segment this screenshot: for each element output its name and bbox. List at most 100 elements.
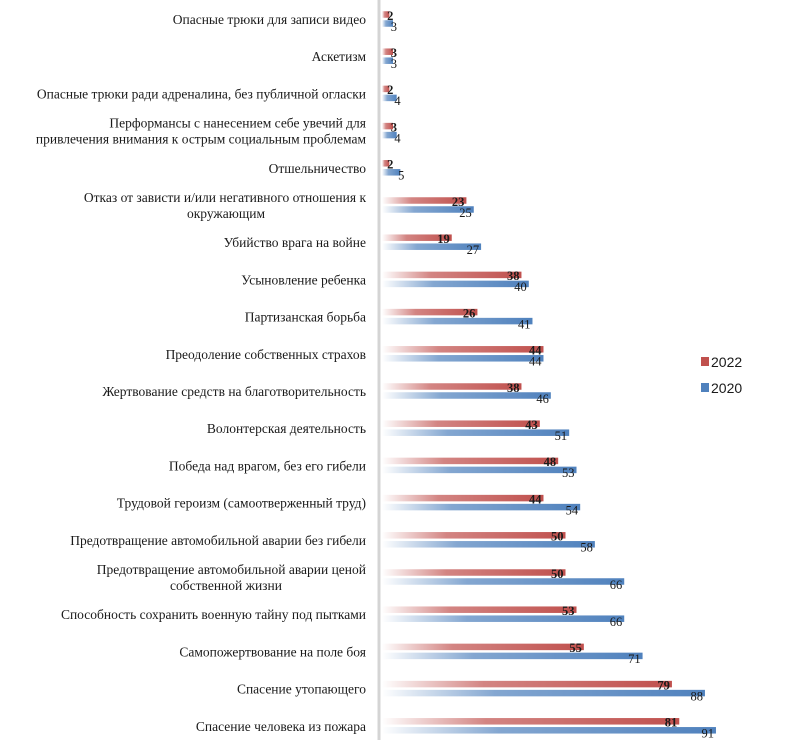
value-label-2022: 26 (463, 306, 476, 320)
bar-2020 (382, 280, 529, 288)
bar-2020 (382, 652, 643, 660)
category-label: Предотвращение автомобильной аварии без … (70, 533, 366, 548)
bar-2020 (382, 503, 581, 511)
category-label: Отказ от зависти и/или негативного отнош… (84, 190, 367, 221)
value-label-2020: 27 (467, 243, 480, 257)
bar-2020 (382, 615, 625, 622)
bar-2022 (382, 643, 584, 651)
bar-2022 (382, 48, 394, 55)
value-label-2022: 2 (387, 9, 393, 23)
value-label-2022: 3 (391, 46, 397, 60)
value-label-2022: 55 (569, 641, 582, 655)
category-label: Перформансы с нанесением себе увечий для… (36, 116, 367, 147)
value-label-2020: 66 (610, 578, 623, 592)
value-label-2020: 46 (536, 392, 549, 406)
bar-2022 (382, 532, 566, 539)
value-label-2022: 3 (391, 120, 397, 134)
value-label-2022: 38 (507, 381, 520, 395)
value-label-2020: 71 (628, 652, 641, 666)
bar-2022 (382, 383, 522, 390)
bar-2022 (382, 308, 478, 316)
bar-2022 (382, 346, 544, 353)
category-label: Победа над врагом, без его гибели (169, 458, 366, 473)
value-label-2022: 53 (562, 604, 575, 618)
category-label: Опасные трюки ради адреналина, без публи… (37, 86, 366, 101)
category-label: Партизанская борьба (245, 310, 366, 325)
bar-2020 (382, 131, 397, 139)
value-label-2020: 54 (566, 503, 579, 517)
value-label-2020: 88 (690, 689, 703, 703)
value-label-2022: 48 (544, 455, 557, 469)
bar-2020 (382, 727, 716, 734)
bar-2020 (382, 466, 577, 474)
value-label-2022: 2 (387, 83, 393, 97)
category-label: Спасение человека из пожара (196, 719, 366, 734)
category-label: Жертвование средств на благотворительнос… (102, 384, 366, 399)
bar-2020 (382, 94, 397, 102)
bar-2020 (382, 317, 533, 325)
bar-2020 (382, 689, 705, 697)
legend-swatch-2022 (701, 357, 709, 366)
value-label-2020: 3 (391, 57, 397, 71)
category-label: Убийство врага на войне (224, 235, 366, 250)
bar-2020 (382, 20, 394, 27)
bars-group (382, 11, 716, 734)
bar-2020 (382, 541, 595, 548)
value-label-2022: 2 (387, 158, 393, 172)
bar-2020 (382, 392, 551, 399)
category-label: Спасение утопающего (237, 682, 366, 697)
bar-2022 (382, 160, 390, 167)
bar-2022 (382, 85, 390, 93)
value-label-2022: 43 (525, 418, 538, 432)
value-labels: 2333243425232519273840264144443846435148… (387, 9, 714, 741)
value-label-2022: 50 (551, 530, 564, 544)
value-label-2020: 4 (394, 131, 401, 145)
category-label: Аскетизм (312, 49, 367, 64)
value-label-2022: 44 (529, 344, 542, 358)
bar-2020 (382, 57, 394, 64)
value-label-2022: 19 (437, 232, 450, 246)
value-label-2020: 41 (518, 317, 531, 331)
bar-2022 (382, 197, 467, 204)
value-label-2020: 66 (610, 615, 623, 629)
value-label-2020: 58 (580, 541, 593, 555)
category-label: Волонтерская деятельность (207, 421, 366, 436)
value-label-2022: 81 (665, 716, 678, 730)
value-label-2022: 79 (657, 678, 670, 692)
category-label: Способность сохранить военную тайну под … (61, 607, 366, 622)
value-label-2020: 91 (701, 727, 714, 741)
value-label-2020: 3 (391, 20, 397, 34)
category-label: Усыновление ребенка (241, 272, 366, 287)
value-label-2020: 53 (562, 466, 575, 480)
value-label-2022: 23 (452, 195, 465, 209)
value-label-2020: 4 (394, 94, 401, 108)
bar-2022 (382, 494, 544, 502)
category-label: Опасные трюки для записи видео (173, 12, 367, 27)
category-label: Самопожертвование на поле боя (179, 644, 366, 659)
value-label-2022: 50 (551, 567, 564, 581)
value-label-2022: 38 (507, 269, 520, 283)
bar-2020 (382, 169, 401, 176)
bar-2022 (382, 11, 390, 18)
value-label-2020: 44 (529, 355, 542, 369)
value-label-2020: 51 (555, 429, 568, 443)
bar-2020 (382, 243, 482, 250)
bar-2022 (382, 606, 577, 613)
bar-2022 (382, 718, 680, 725)
value-label-2020: 40 (514, 280, 527, 294)
bar-2022 (382, 680, 672, 688)
legend: 2022 2020 (701, 354, 742, 396)
bar-2020 (382, 355, 544, 362)
bar-2020 (382, 429, 570, 436)
category-label: Отшельничество (269, 161, 367, 176)
category-label: Предотвращение автомобильной аварии цено… (97, 562, 366, 593)
legend-swatch-2020 (701, 383, 709, 392)
category-label: Преодоление собственных страхов (166, 347, 366, 362)
category-labels: Опасные трюки для записи видео Аскетизм Оп… (36, 12, 367, 734)
value-label-2020: 5 (398, 169, 404, 183)
bar-2022 (382, 457, 559, 465)
bar-2022 (382, 569, 566, 576)
bar-2022 (382, 234, 452, 241)
value-label-2022: 44 (529, 492, 542, 506)
